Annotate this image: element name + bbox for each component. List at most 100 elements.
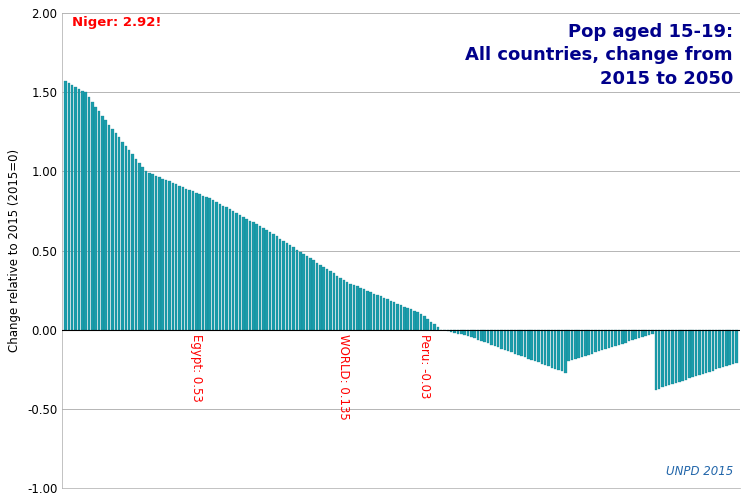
Bar bbox=[155, 176, 157, 330]
Bar bbox=[580, 330, 583, 357]
Bar bbox=[645, 330, 647, 336]
Bar bbox=[548, 330, 550, 366]
Bar bbox=[370, 292, 372, 330]
Bar bbox=[393, 302, 396, 330]
Bar bbox=[668, 330, 670, 385]
Bar bbox=[286, 243, 288, 330]
Bar bbox=[621, 330, 624, 344]
Bar bbox=[81, 91, 84, 330]
Bar bbox=[473, 330, 476, 338]
Bar bbox=[490, 330, 493, 345]
Text: Egypt: 0.53: Egypt: 0.53 bbox=[190, 334, 203, 402]
Bar bbox=[681, 330, 684, 381]
Bar bbox=[202, 196, 204, 330]
Bar bbox=[483, 330, 486, 342]
Bar bbox=[634, 330, 637, 339]
Bar bbox=[625, 330, 627, 343]
Bar bbox=[403, 306, 405, 330]
Bar bbox=[363, 289, 365, 330]
Bar bbox=[487, 330, 489, 343]
Bar bbox=[715, 330, 717, 369]
Bar bbox=[252, 222, 254, 330]
Bar bbox=[735, 330, 738, 363]
Bar bbox=[295, 249, 298, 330]
Bar bbox=[638, 330, 640, 338]
Bar bbox=[641, 330, 643, 337]
Bar bbox=[209, 199, 211, 330]
Bar bbox=[313, 261, 315, 330]
Bar bbox=[517, 330, 520, 355]
Bar bbox=[457, 330, 459, 334]
Bar bbox=[215, 202, 218, 330]
Bar bbox=[574, 330, 577, 359]
Bar bbox=[437, 327, 439, 330]
Bar bbox=[524, 330, 527, 357]
Bar bbox=[661, 330, 663, 388]
Bar bbox=[188, 190, 191, 330]
Bar bbox=[691, 330, 694, 377]
Bar bbox=[500, 330, 503, 349]
Bar bbox=[675, 330, 677, 383]
Bar bbox=[212, 200, 215, 330]
Bar bbox=[289, 245, 292, 330]
Bar bbox=[671, 330, 674, 384]
Bar bbox=[359, 288, 362, 330]
Bar bbox=[218, 204, 221, 330]
Bar bbox=[652, 330, 654, 334]
Bar bbox=[232, 211, 234, 330]
Bar bbox=[577, 330, 580, 358]
Bar bbox=[413, 311, 416, 330]
Text: Peru: -0.03: Peru: -0.03 bbox=[418, 334, 431, 399]
Bar bbox=[105, 120, 107, 330]
Bar bbox=[410, 309, 412, 330]
Bar bbox=[718, 330, 721, 368]
Bar bbox=[74, 87, 77, 330]
Bar bbox=[229, 209, 231, 330]
Bar bbox=[272, 234, 275, 330]
Bar bbox=[551, 330, 553, 367]
Bar bbox=[101, 116, 104, 330]
Bar bbox=[78, 89, 80, 330]
Bar bbox=[544, 330, 546, 365]
Bar bbox=[108, 124, 111, 330]
Bar bbox=[198, 194, 201, 330]
Bar bbox=[494, 330, 496, 346]
Bar bbox=[561, 330, 563, 371]
Bar bbox=[319, 265, 322, 330]
Bar bbox=[336, 276, 338, 330]
Bar bbox=[507, 330, 509, 351]
Bar bbox=[151, 174, 154, 330]
Bar bbox=[168, 181, 171, 330]
Bar bbox=[702, 330, 704, 374]
Text: Niger: 2.92!: Niger: 2.92! bbox=[73, 16, 162, 29]
Bar bbox=[447, 330, 449, 331]
Bar bbox=[521, 330, 523, 356]
Bar bbox=[85, 92, 87, 330]
Bar bbox=[430, 322, 432, 330]
Bar bbox=[557, 330, 560, 370]
Bar bbox=[158, 177, 161, 330]
Bar bbox=[554, 330, 557, 369]
Bar bbox=[343, 280, 345, 330]
Bar bbox=[67, 83, 70, 330]
Bar bbox=[373, 294, 375, 330]
Bar bbox=[98, 111, 100, 330]
Bar bbox=[725, 330, 728, 366]
Bar bbox=[571, 330, 573, 360]
Bar bbox=[282, 241, 285, 330]
Bar bbox=[162, 178, 164, 330]
Bar bbox=[688, 330, 690, 379]
Bar bbox=[366, 291, 369, 330]
Text: Pop aged 15-19:
All countries, change from
2015 to 2050: Pop aged 15-19: All countries, change fr… bbox=[465, 23, 733, 88]
Bar bbox=[708, 330, 711, 372]
Bar bbox=[379, 296, 382, 330]
Bar bbox=[729, 330, 731, 365]
Bar bbox=[262, 228, 265, 330]
Bar bbox=[352, 285, 355, 330]
Bar bbox=[195, 193, 197, 330]
Bar bbox=[567, 330, 570, 361]
Bar bbox=[601, 330, 604, 350]
Bar bbox=[205, 197, 208, 330]
Bar bbox=[648, 330, 650, 335]
Bar bbox=[346, 282, 349, 330]
